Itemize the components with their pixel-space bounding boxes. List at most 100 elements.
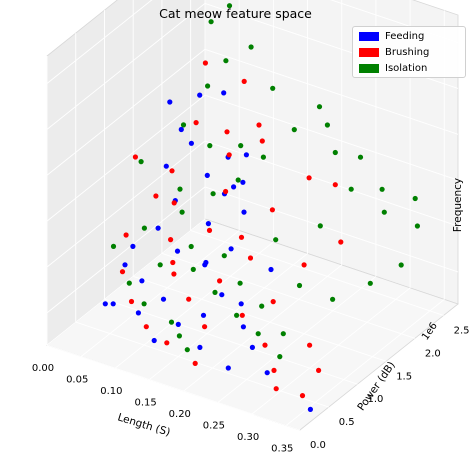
point-feeding bbox=[228, 246, 234, 252]
point-isolation bbox=[190, 266, 196, 272]
point-feeding bbox=[122, 262, 128, 268]
point-feeding bbox=[268, 266, 274, 273]
point-feeding bbox=[102, 301, 108, 307]
point-brushing bbox=[226, 152, 232, 158]
point-feeding bbox=[231, 184, 237, 190]
point-brushing bbox=[239, 312, 245, 318]
point-feeding bbox=[225, 365, 231, 371]
legend-label: Brushing bbox=[385, 46, 430, 58]
point-isolation bbox=[273, 237, 279, 243]
point-feeding bbox=[197, 92, 203, 98]
point-feeding bbox=[241, 209, 247, 215]
point-brushing bbox=[206, 227, 213, 233]
point-isolation bbox=[221, 253, 227, 259]
grid-line bbox=[104, 298, 358, 385]
tick-label: 2.0 bbox=[425, 348, 441, 359]
point-brushing bbox=[168, 237, 174, 243]
grid-line bbox=[75, 321, 329, 408]
point-feeding bbox=[174, 248, 181, 254]
tick-label: 2.5 bbox=[454, 326, 470, 337]
tick-label: 0.5 bbox=[339, 417, 355, 428]
point-feeding bbox=[178, 126, 184, 133]
point-isolation bbox=[414, 223, 420, 229]
legend-item-brushing: Brushing bbox=[359, 45, 429, 59]
point-feeding bbox=[167, 99, 173, 105]
point-brushing bbox=[186, 296, 192, 302]
point-brushing bbox=[316, 367, 322, 373]
point-isolation bbox=[238, 143, 244, 149]
point-brushing bbox=[270, 299, 276, 305]
grid-line bbox=[161, 252, 416, 339]
point-isolation bbox=[110, 243, 117, 249]
tick-label: 0.25 bbox=[203, 420, 225, 431]
point-isolation bbox=[205, 83, 211, 89]
grid-line bbox=[286, 299, 445, 426]
point-brushing bbox=[171, 200, 177, 206]
point-isolation bbox=[235, 177, 241, 183]
point-feeding bbox=[110, 301, 116, 307]
point-isolation bbox=[176, 333, 182, 339]
point-brushing bbox=[238, 234, 245, 240]
point-feeding bbox=[197, 344, 203, 350]
point-isolation bbox=[291, 127, 297, 133]
point-feeding bbox=[249, 344, 255, 350]
point-isolation bbox=[212, 289, 218, 295]
point-brushing bbox=[153, 193, 159, 199]
tick-label: 0.10 bbox=[100, 386, 122, 397]
point-isolation bbox=[330, 296, 336, 302]
grid-line bbox=[46, 140, 206, 268]
point-isolation bbox=[280, 331, 286, 337]
tick-label: 0.05 bbox=[66, 375, 88, 386]
point-brushing bbox=[171, 271, 177, 277]
point-isolation bbox=[177, 186, 183, 192]
point-isolation bbox=[324, 122, 330, 128]
chart-title: Cat meow feature space bbox=[159, 6, 312, 21]
grid-line bbox=[46, 0, 153, 84]
point-feeding bbox=[135, 310, 141, 316]
point-isolation bbox=[255, 331, 261, 337]
point-brushing bbox=[132, 154, 138, 160]
point-isolation bbox=[260, 154, 266, 160]
legend-item-feeding: Feeding bbox=[359, 29, 424, 43]
point-isolation bbox=[259, 303, 265, 309]
point-isolation bbox=[141, 225, 147, 231]
point-brushing bbox=[202, 60, 208, 66]
point-brushing bbox=[271, 367, 277, 373]
point-brushing bbox=[217, 278, 223, 284]
point-brushing bbox=[202, 324, 208, 330]
point-feeding bbox=[240, 179, 246, 185]
point-brushing bbox=[299, 393, 306, 399]
grid-line bbox=[80, 230, 240, 357]
point-brushing bbox=[301, 262, 307, 268]
point-brushing bbox=[164, 340, 170, 346]
point-brushing bbox=[169, 168, 175, 174]
point-isolation bbox=[379, 186, 385, 192]
point-isolation bbox=[226, 3, 233, 9]
point-brushing bbox=[224, 129, 230, 135]
point-isolation bbox=[180, 122, 187, 128]
point-isolation bbox=[357, 154, 364, 160]
point-feeding bbox=[160, 296, 167, 302]
point-feeding bbox=[155, 225, 161, 231]
tick-label: 1.5 bbox=[396, 371, 412, 382]
point-feeding bbox=[188, 140, 194, 146]
point-brushing bbox=[307, 342, 313, 348]
grid-line bbox=[251, 287, 411, 415]
point-feeding bbox=[175, 321, 181, 327]
point-feeding bbox=[243, 152, 249, 158]
point-isolation bbox=[223, 58, 229, 64]
point-brushing bbox=[269, 207, 275, 213]
point-brushing bbox=[192, 360, 198, 366]
legend-label: Isolation bbox=[385, 62, 428, 74]
point-isolation bbox=[332, 149, 338, 156]
point-isolation bbox=[317, 223, 323, 229]
point-feeding bbox=[219, 292, 225, 298]
tick-label: 0.15 bbox=[134, 398, 156, 409]
grid-line bbox=[46, 94, 206, 222]
legend: Feeding Brushing Isolation bbox=[352, 26, 466, 78]
point-feeding bbox=[163, 163, 169, 169]
point-feeding bbox=[200, 312, 207, 318]
point-isolation bbox=[398, 262, 404, 268]
point-isolation bbox=[248, 44, 254, 50]
